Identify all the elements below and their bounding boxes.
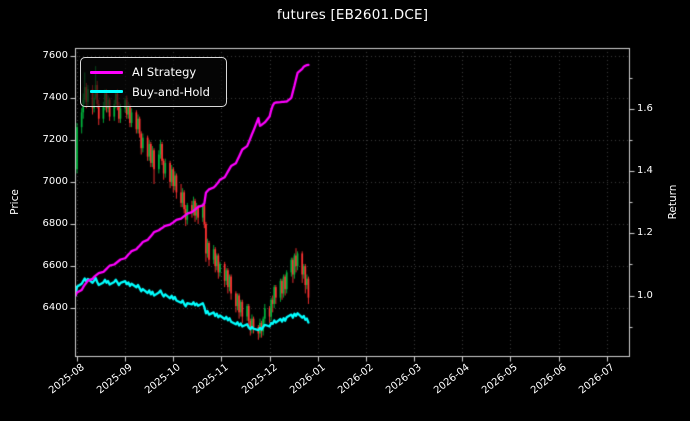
legend-label-ai-strategy: AI Strategy [132,65,197,80]
ai-strategy-line-swatch [90,70,123,75]
price-tick-label: 6600 [42,260,68,272]
price-tick-label: 6800 [42,217,68,229]
price-axis-label: Price [9,189,21,215]
price-tick-label: 6400 [42,302,68,314]
buy-and-hold-line-swatch [90,89,123,94]
price-tick-label: 7000 [42,175,68,187]
price-tick-label: 7200 [42,133,68,145]
chart-title: futures [EB2601.DCE] [276,7,429,23]
return-tick-label: 1.2 [637,227,653,239]
return-axis-label: Return [667,184,679,220]
legend-label-buy-and-hold: Buy-and-Hold [132,84,210,99]
return-tick-label: 1.6 [637,102,653,114]
return-tick-label: 1.0 [637,289,653,301]
price-tick-label: 7400 [42,91,68,103]
legend: AI Strategy Buy-and-Hold [80,57,227,107]
return-tick-label: 1.4 [637,165,653,177]
legend-item-buy-and-hold: Buy-and-Hold [81,85,226,99]
legend-item-ai-strategy: AI Strategy [81,65,226,79]
price-tick-label: 7600 [42,49,68,61]
